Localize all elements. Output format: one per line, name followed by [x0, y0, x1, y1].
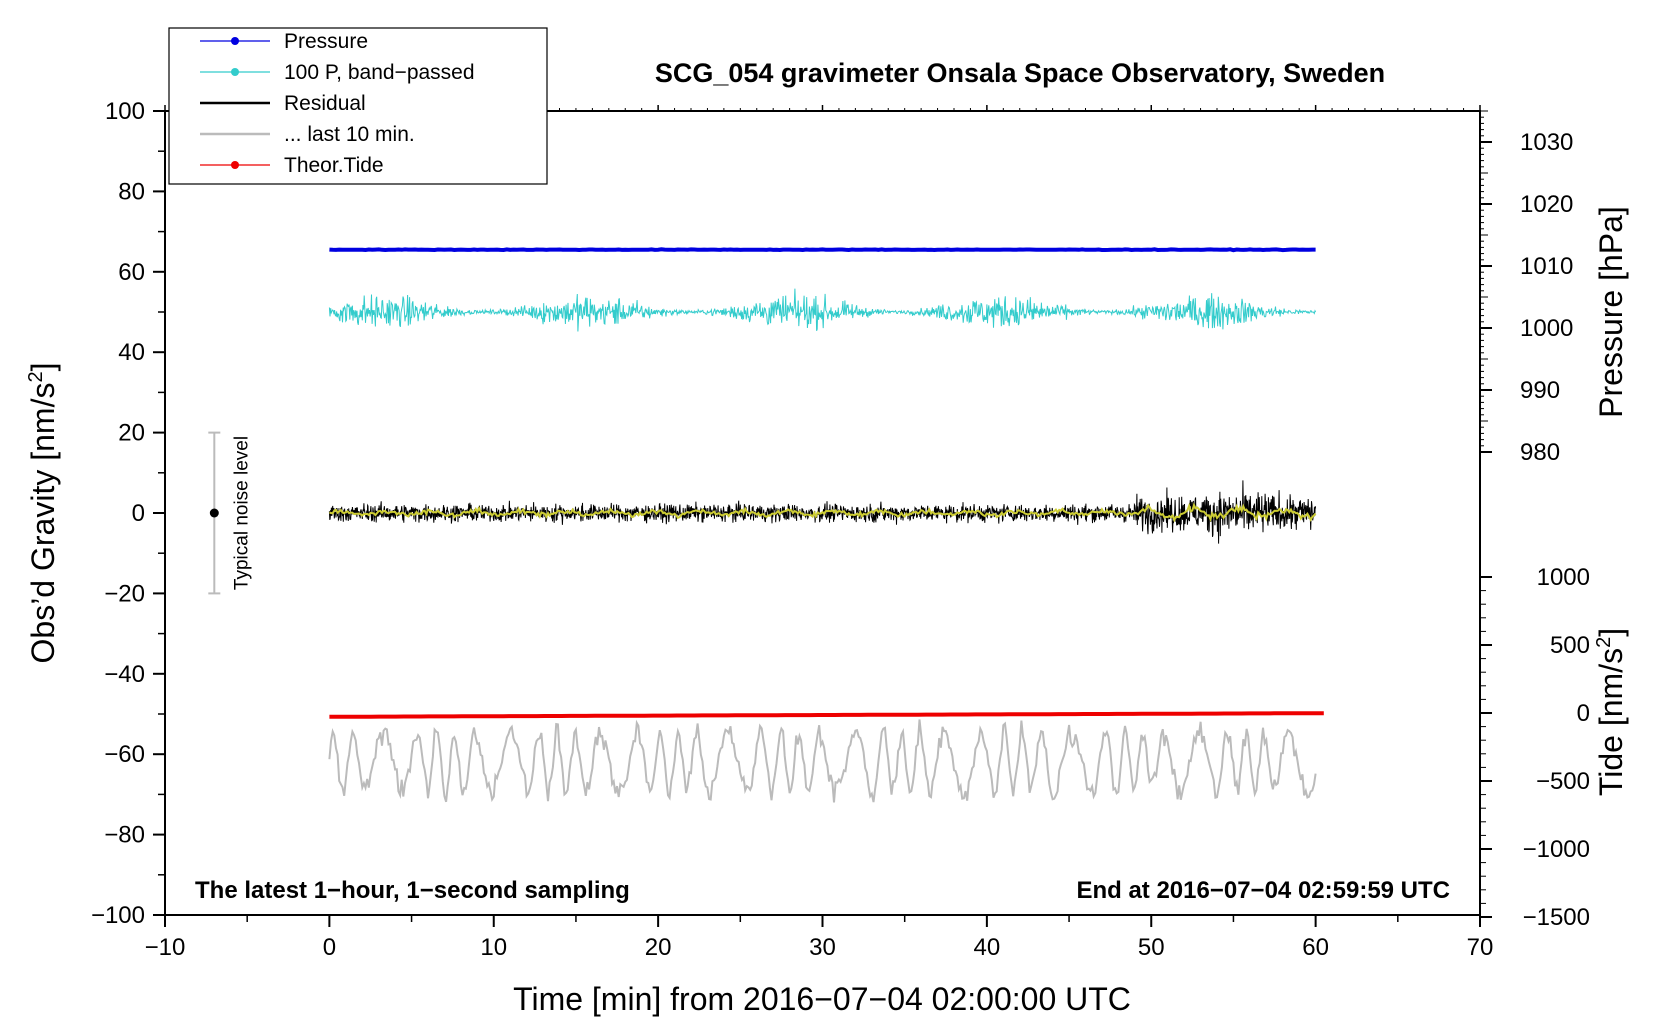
series-pressure — [329, 247, 1316, 253]
series-layer — [328, 247, 1324, 803]
y-tide-tick-label: −500 — [1536, 768, 1590, 795]
y-left-tick-label: −60 — [104, 741, 145, 768]
legend-label: 100 P, band−passed — [284, 61, 475, 84]
chart-title: SCG_054 gravimeter Onsala Space Observat… — [655, 58, 1385, 88]
y-pressure-tick-label: 1000 — [1520, 315, 1573, 342]
y-right-tide-axis-title-sup: 2 — [1593, 637, 1615, 648]
y-pressure-tick-label: 1020 — [1520, 191, 1573, 218]
x-tick-label: 30 — [809, 934, 836, 961]
y-tide-tick-label: −1000 — [1523, 836, 1590, 863]
y-pressure-tick-label: 1030 — [1520, 129, 1573, 156]
legend-box — [168, 27, 548, 185]
y-left-axis-title: Obs’d Gravity [nm/s2] — [25, 363, 61, 664]
y-pressure-tick-label: 980 — [1520, 439, 1560, 466]
y-tide-tick-label: 0 — [1577, 700, 1590, 727]
y-left-axis-title-close: ] — [25, 363, 61, 372]
y-left-axis-title-text: Obs’d Gravity [nm/s — [25, 383, 61, 664]
legend-label: ... last 10 min. — [284, 123, 415, 146]
y-left-tick-label: −80 — [104, 822, 145, 849]
annotation-bottom-right: End at 2016−07−04 02:59:59 UTC — [1076, 877, 1450, 904]
legend-swatch-dot — [231, 37, 239, 45]
legend-label: Pressure — [284, 30, 368, 53]
y-right-pressure-axis-title: Pressure [hPa] — [1593, 206, 1629, 418]
x-tick-label: 70 — [1467, 934, 1494, 961]
y-left-tick-label: −20 — [104, 580, 145, 607]
legend: Pressure 100 P, band−passed Residual ... la… — [168, 27, 548, 185]
legend-swatch-dot — [231, 161, 239, 169]
series-theoretical-tide — [329, 711, 1324, 719]
x-axis-title: Time [min] from 2016−07−04 02:00:00 UTC — [513, 981, 1131, 1017]
legend-swatch-dot — [231, 68, 239, 76]
x-tick-label: 40 — [974, 934, 1001, 961]
series-last-10-min — [328, 719, 1317, 803]
x-tick-label: 60 — [1302, 934, 1329, 961]
legend-label: Residual — [284, 92, 366, 115]
series-band-passed — [328, 288, 1317, 332]
noise-bar-center-dot — [209, 508, 219, 518]
y-tide-tick-label: −1500 — [1523, 904, 1590, 931]
y-left-axis-title-sup: 2 — [25, 371, 47, 382]
y-right-tide-axis-title: Tide [nm/s2] — [1593, 628, 1629, 796]
y-tide-tick-label: 1000 — [1537, 564, 1590, 591]
y-left-tick-label: 100 — [105, 98, 145, 125]
x-tick-label: 10 — [480, 934, 507, 961]
y-tide-tick-label: 500 — [1550, 632, 1590, 659]
legend-label: Theor.Tide — [284, 154, 384, 177]
noise-label: Typical noise level — [231, 436, 252, 590]
series-smoothed — [329, 502, 1317, 523]
y-left-tick-label: −100 — [91, 902, 145, 929]
y-left-tick-label: 0 — [132, 500, 145, 527]
x-tick-label: 0 — [323, 934, 336, 961]
y-pressure-tick-label: 1010 — [1520, 253, 1573, 280]
legend-items: Pressure 100 P, band−passed Residual ... la… — [200, 30, 475, 177]
x-tick-label: −10 — [145, 934, 186, 961]
y-left-tick-label: 20 — [118, 420, 145, 447]
y-left-tick-label: 80 — [118, 178, 145, 205]
axes: −10 0 10 20 30 40 50 60 70−100−80−60−40−20020406… — [91, 98, 1590, 961]
x-tick-label: 20 — [645, 934, 672, 961]
y-right-tide-axis-title-close: ] — [1593, 628, 1629, 637]
y-pressure-tick-label: 990 — [1520, 377, 1560, 404]
x-tick-label: 50 — [1138, 934, 1165, 961]
annotation-bottom-left: The latest 1−hour, 1−second sampling — [195, 877, 630, 904]
noise-bar: Typical noise level — [208, 431, 252, 595]
y-left-tick-label: 40 — [118, 339, 145, 366]
y-left-tick-label: 60 — [118, 259, 145, 286]
y-right-tide-axis-title-text: Tide [nm/s — [1593, 648, 1629, 796]
y-left-tick-label: −40 — [104, 661, 145, 688]
